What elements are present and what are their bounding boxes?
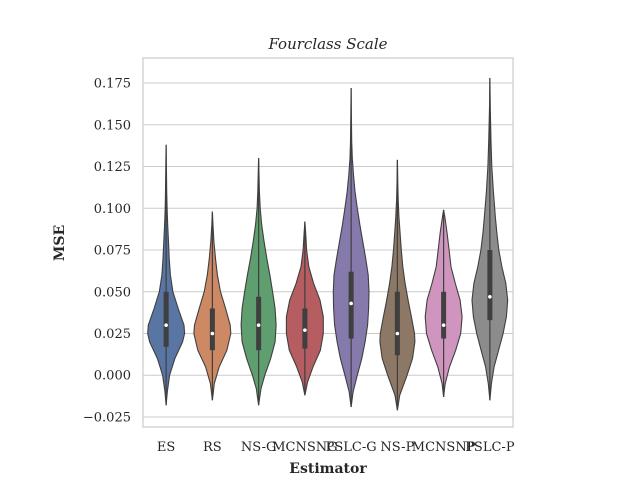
violin-median-dot — [395, 331, 400, 336]
y-tick-label: 0.000 — [94, 369, 131, 384]
x-tick-label: MCNSNP — [412, 440, 476, 455]
violin-ns-p — [379, 159, 416, 411]
violin-ns-g — [240, 158, 277, 406]
violin-rs — [193, 211, 232, 401]
y-tick-label: 0.100 — [94, 202, 131, 217]
plot-frame — [142, 57, 514, 428]
violin-iqr-box — [441, 291, 447, 339]
chart-title: Fourclass Scale — [267, 35, 387, 53]
x-tick-label: PSLC-G — [326, 440, 377, 455]
violin-median-dot — [303, 328, 307, 332]
violin-mcnsnp — [424, 209, 463, 397]
plot-background — [143, 58, 513, 427]
x-tick-label: NS-P — [380, 440, 414, 455]
x-axis-label: Estimator — [289, 461, 367, 477]
violins — [147, 77, 509, 411]
violin-median-dot — [349, 301, 353, 306]
violin-median-dot — [210, 331, 215, 336]
y-tick-label: 0.175 — [94, 77, 131, 92]
violin-median-dot — [441, 323, 446, 327]
y-tick-label: 0.050 — [94, 285, 131, 300]
violin-iqr-box — [394, 291, 400, 356]
violin-iqr-box — [487, 250, 493, 321]
violin-iqr-box — [163, 291, 169, 347]
y-tick-label: −0.025 — [83, 410, 131, 425]
violin-pslc-g — [332, 88, 370, 408]
y-tick-label: 0.025 — [94, 327, 131, 342]
x-tick-label: ES — [157, 440, 175, 455]
x-tick-label: PSLC-P — [465, 440, 515, 455]
violin-median-dot — [256, 323, 261, 327]
violin-pslc-p — [471, 77, 509, 401]
violin-es — [147, 144, 186, 406]
y-tick-label: 0.125 — [94, 160, 131, 175]
violin-mcnsng — [285, 221, 324, 396]
x-tick-label: MCNSNG — [272, 440, 337, 455]
y-tick-label: 0.150 — [94, 118, 131, 133]
y-axis-label: MSE — [52, 225, 68, 261]
y-tick-labels: −0.025 0.000 0.025 0.050 0.075 0.100 0.125 0.15… — [83, 77, 131, 426]
violin-median-dot — [164, 323, 168, 327]
x-tick-label: RS — [203, 440, 222, 455]
x-tick-label: NS-G — [241, 440, 277, 455]
violin-median-dot — [488, 294, 492, 299]
violin-iqr-box — [209, 308, 215, 351]
y-tick-label: 0.075 — [94, 244, 131, 259]
